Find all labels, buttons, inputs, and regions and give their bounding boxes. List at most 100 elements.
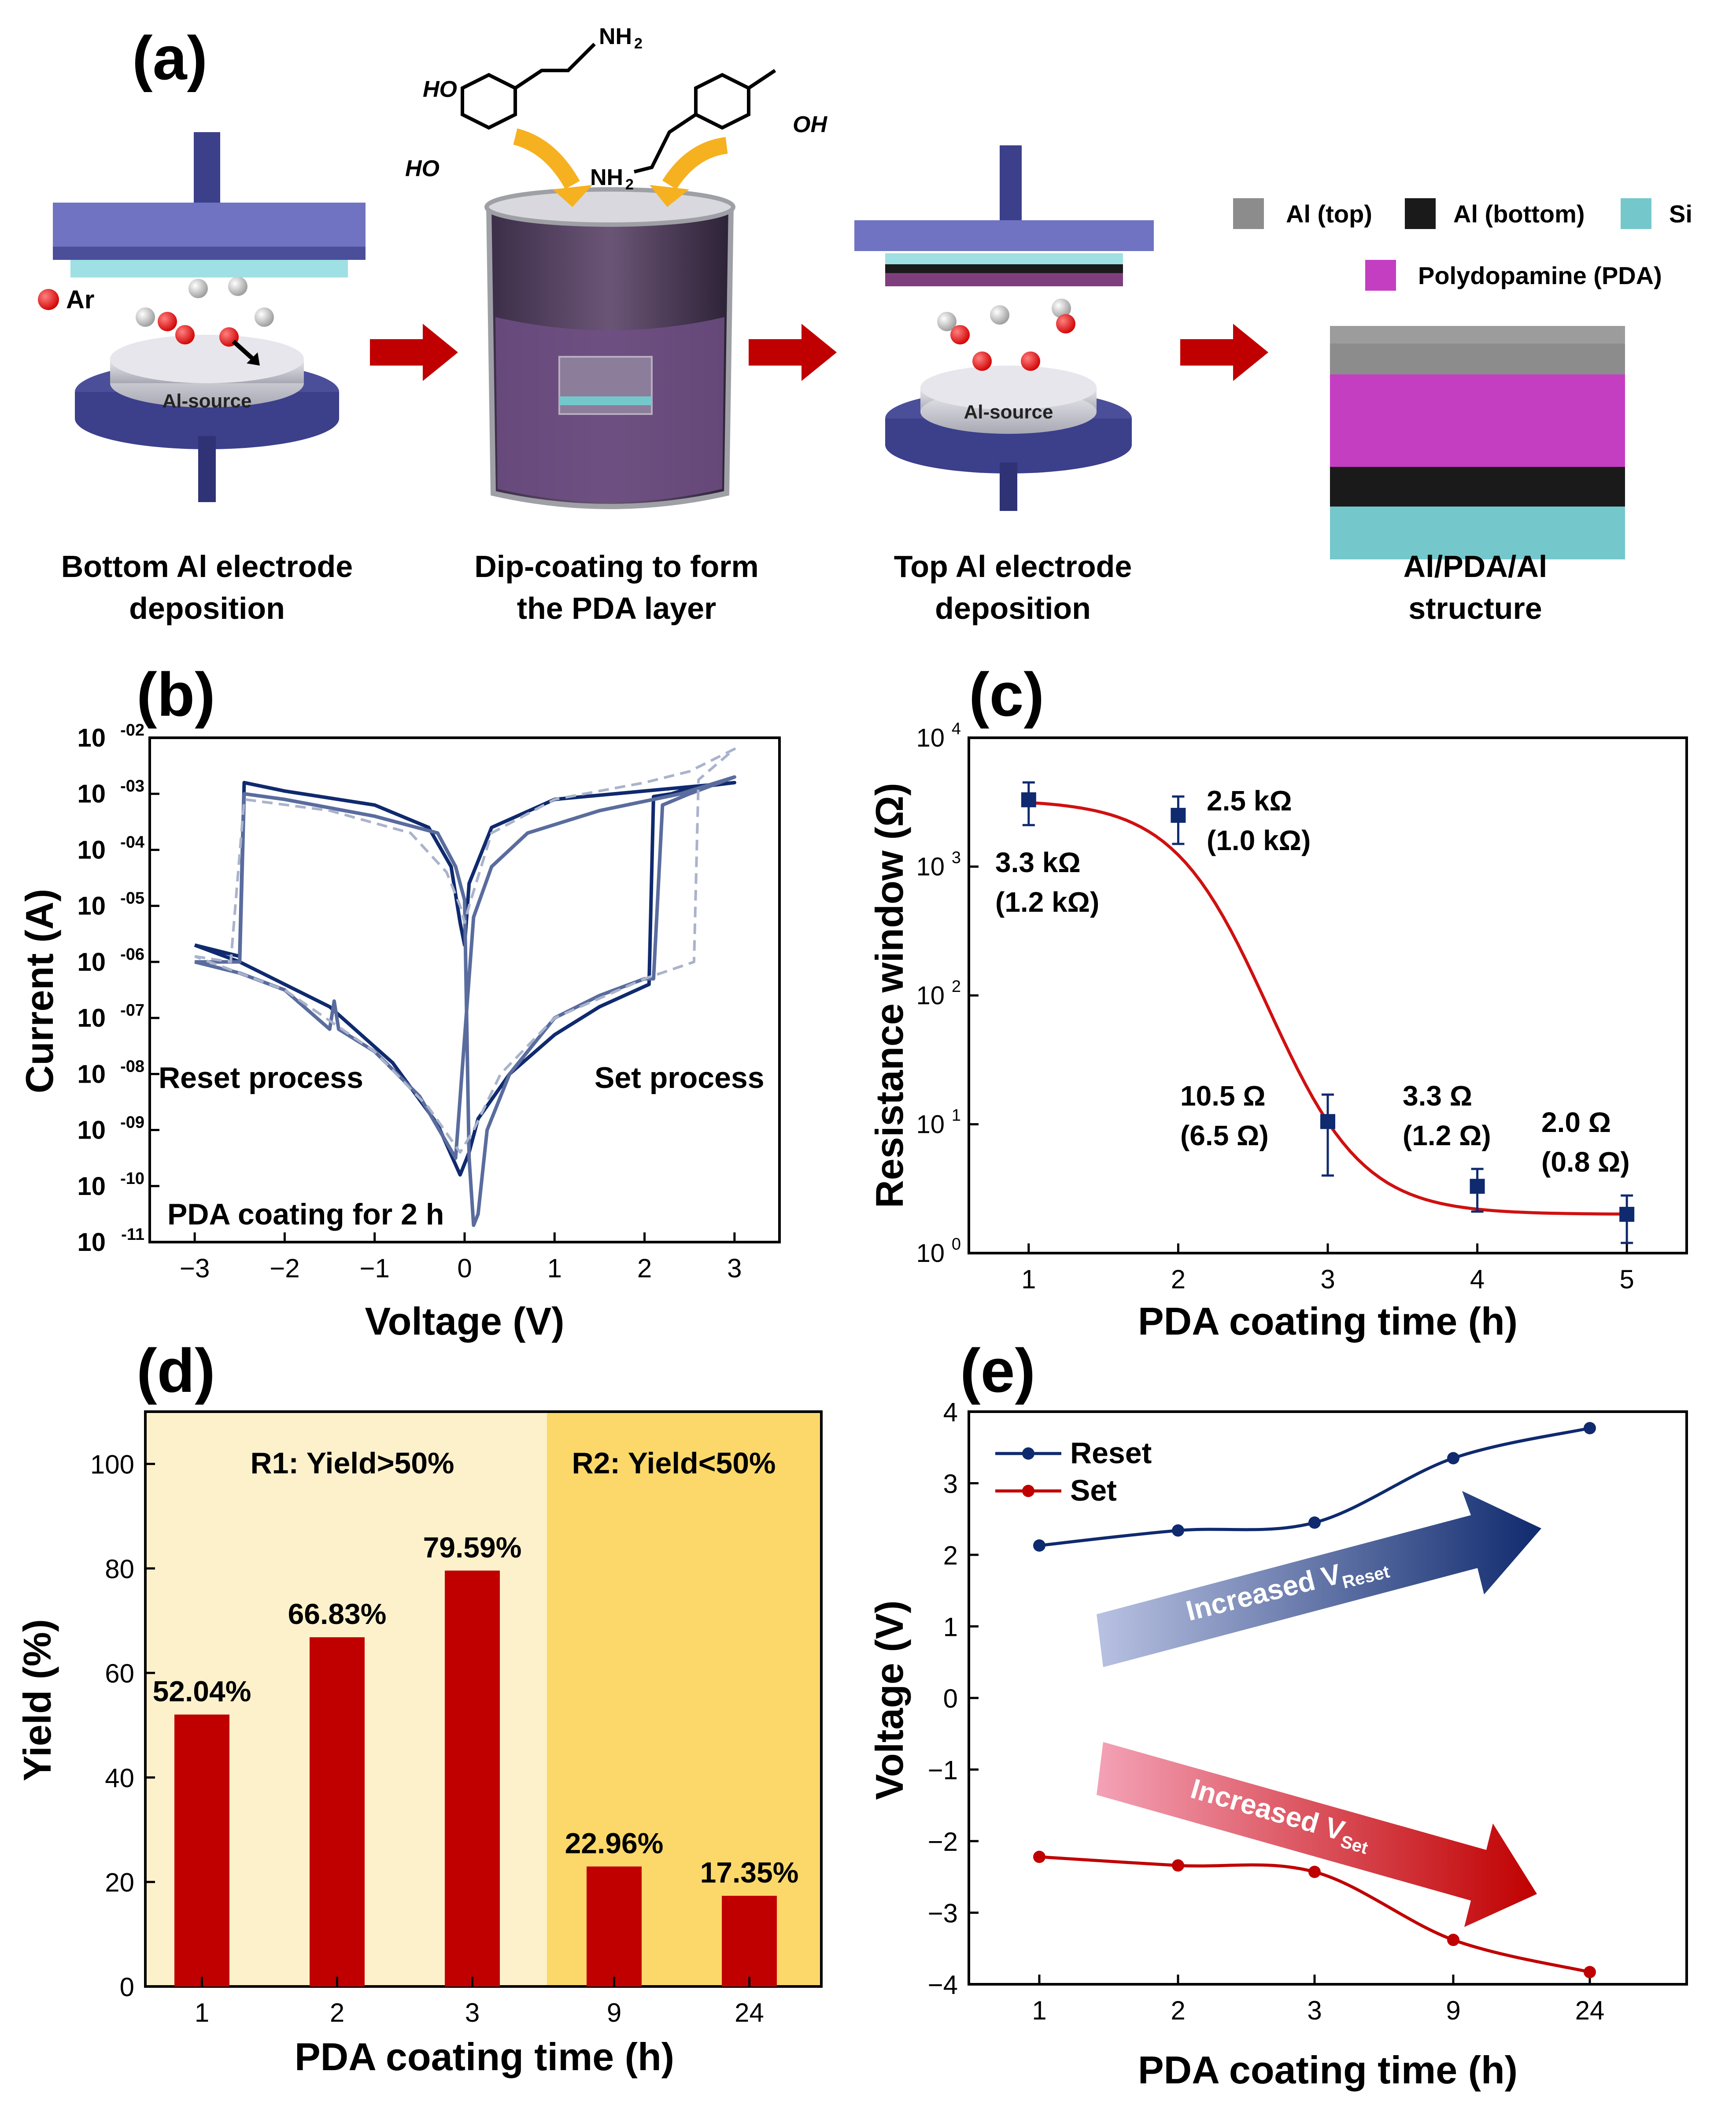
d-xtick-label: 1 <box>195 1998 209 2027</box>
e-xtick-label: 1 <box>1032 1996 1046 2025</box>
bar-24h <box>722 1896 777 1986</box>
legend-set: Set <box>1070 1474 1117 1507</box>
c-data-point <box>1171 808 1186 823</box>
si-substrate <box>70 260 348 277</box>
c-ytick-label: 10 <box>916 1239 945 1268</box>
b-ytick-label: 10 <box>77 724 106 752</box>
step-1-line-1: Bottom Al electrode <box>61 549 353 584</box>
step-2-line-1: Dip-coating to form <box>474 549 758 584</box>
ar-atom <box>38 289 59 310</box>
c-ytick-label: 10 <box>916 981 945 1010</box>
d-ytick-label: 60 <box>105 1659 134 1688</box>
legend-al-bottom-icon <box>1405 198 1436 229</box>
legend-pda: Polydopamine (PDA) <box>1418 262 1662 289</box>
b-xtick-label: 1 <box>547 1254 562 1283</box>
e-point-set <box>1172 1859 1184 1872</box>
iv-curve-cycle-3 <box>194 747 736 1154</box>
stack-pda <box>1330 374 1625 467</box>
step-3-line-2: deposition <box>935 591 1091 625</box>
bar-9h <box>587 1866 642 1986</box>
b-ytick-label: 10 <box>77 1172 106 1201</box>
d-xtick-label: 24 <box>735 1998 764 2027</box>
molecule-oh: OH <box>793 112 827 137</box>
e-ytick-label: 0 <box>943 1684 958 1713</box>
b-ytick-exp: -08 <box>120 1057 144 1076</box>
c-ytick-exp: 0 <box>952 1235 961 1254</box>
b-ytick-exp: -06 <box>120 945 144 964</box>
c-ytick-exp: 1 <box>952 1106 961 1125</box>
plot-e-legend: Reset Set <box>995 1436 1152 1507</box>
panel-d-label: (d) <box>137 1336 215 1405</box>
b-ytick-label: 10 <box>77 1116 106 1145</box>
b-ytick-exp: -04 <box>120 833 144 851</box>
bar-value-label: 66.83% <box>288 1598 387 1630</box>
reset-arrow-annotation: Increased VReset <box>1097 1491 1541 1667</box>
bar-value-label: 17.35% <box>700 1856 799 1889</box>
reset-increase-arrow <box>1097 1491 1541 1667</box>
b-ytick-label: 10 <box>77 892 106 921</box>
beaker: HO HO OH NH 2 NH 2 <box>405 24 827 509</box>
e-ytick-label: 1 <box>943 1613 958 1642</box>
chamber-top-plate <box>53 203 366 247</box>
c-value-label: 10.5 Ω <box>1180 1080 1266 1112</box>
b-ytick-label: 10 <box>77 836 106 864</box>
panel-e-label: (e) <box>960 1336 1035 1405</box>
e-point-reset <box>1172 1524 1184 1537</box>
c-xtick-label: 4 <box>1470 1265 1485 1294</box>
plot-c-ylabel: Resistance window (Ω) <box>868 783 911 1208</box>
panel-e: (e) −4 −3 −2 −1 0 1 2 3 4 1 2 3 9 24 Increased VReset… <box>868 1336 1688 2092</box>
dopamine-ring-2 <box>694 73 750 130</box>
process-arrow-1 <box>370 324 458 381</box>
e-xtick-label: 24 <box>1575 1996 1605 2025</box>
b-xtick-label: −3 <box>180 1254 210 1283</box>
plot-b-xlabel: Voltage (V) <box>365 1299 564 1343</box>
e-point-set <box>1447 1934 1459 1946</box>
al-source-label-2: Al-source <box>964 401 1053 423</box>
c-error-label: (6.5 Ω) <box>1180 1120 1269 1151</box>
nh2-subscript: 2 <box>634 35 643 52</box>
bar-value-label: 79.59% <box>423 1531 522 1564</box>
legend-si: Si <box>1669 200 1692 228</box>
c-data-point <box>1470 1179 1485 1194</box>
legend-al-bottom: Al (bottom) <box>1453 200 1585 228</box>
e-ytick-label: −4 <box>928 1970 958 2000</box>
dopamine-ring-1 <box>461 73 517 130</box>
dipped-substrate <box>558 356 653 415</box>
plot-d-xlabel: PDA coating time (h) <box>295 2035 674 2079</box>
d-xtick-label: 3 <box>465 1998 480 2027</box>
c-ytick-label: 10 <box>916 724 945 752</box>
region-r2-label: R2: Yield<50% <box>572 1446 776 1480</box>
ar-legend-label: Ar <box>66 285 94 314</box>
molecule-nh2-top: NH <box>599 24 632 49</box>
b-ytick-exp: -05 <box>120 889 144 908</box>
legend-pda-icon <box>1365 260 1396 291</box>
b-ytick-label: 10 <box>77 1060 106 1088</box>
legend-reset-marker <box>1022 1447 1034 1460</box>
legend-al-top: Al (top) <box>1286 200 1372 228</box>
legend-si-icon <box>1621 198 1651 229</box>
b-ytick-label: 10 <box>77 948 106 976</box>
iv-curve-cycle-1 <box>194 780 736 1177</box>
e-ytick-label: 2 <box>943 1541 958 1570</box>
c-xtick-label: 2 <box>1171 1265 1186 1294</box>
b-xtick-label: −1 <box>360 1254 390 1283</box>
bar-value-label: 22.96% <box>565 1827 664 1860</box>
c-xtick-label: 5 <box>1619 1265 1634 1294</box>
b-ytick-exp: -03 <box>120 777 144 795</box>
d-xtick-label: 9 <box>607 1998 621 2027</box>
c-xtick-label: 3 <box>1320 1265 1335 1294</box>
process-arrow-3 <box>1180 324 1268 381</box>
b-ytick-label: 10 <box>77 780 106 808</box>
sputter-chamber-bottom: Al-source Ar <box>38 132 366 502</box>
e-ytick-label: −2 <box>928 1827 958 1857</box>
molecule-ho-2: HO <box>405 156 440 181</box>
d-xtick-label: 2 <box>330 1998 344 2027</box>
region-r1-label: R1: Yield>50% <box>250 1446 454 1480</box>
e-point-reset <box>1584 1422 1596 1435</box>
step-1-line-2: deposition <box>129 591 285 625</box>
bar-2h <box>310 1637 365 1986</box>
e-point-set <box>1308 1865 1321 1878</box>
d-ytick-label: 40 <box>105 1763 134 1793</box>
d-ytick-label: 20 <box>105 1868 134 1897</box>
